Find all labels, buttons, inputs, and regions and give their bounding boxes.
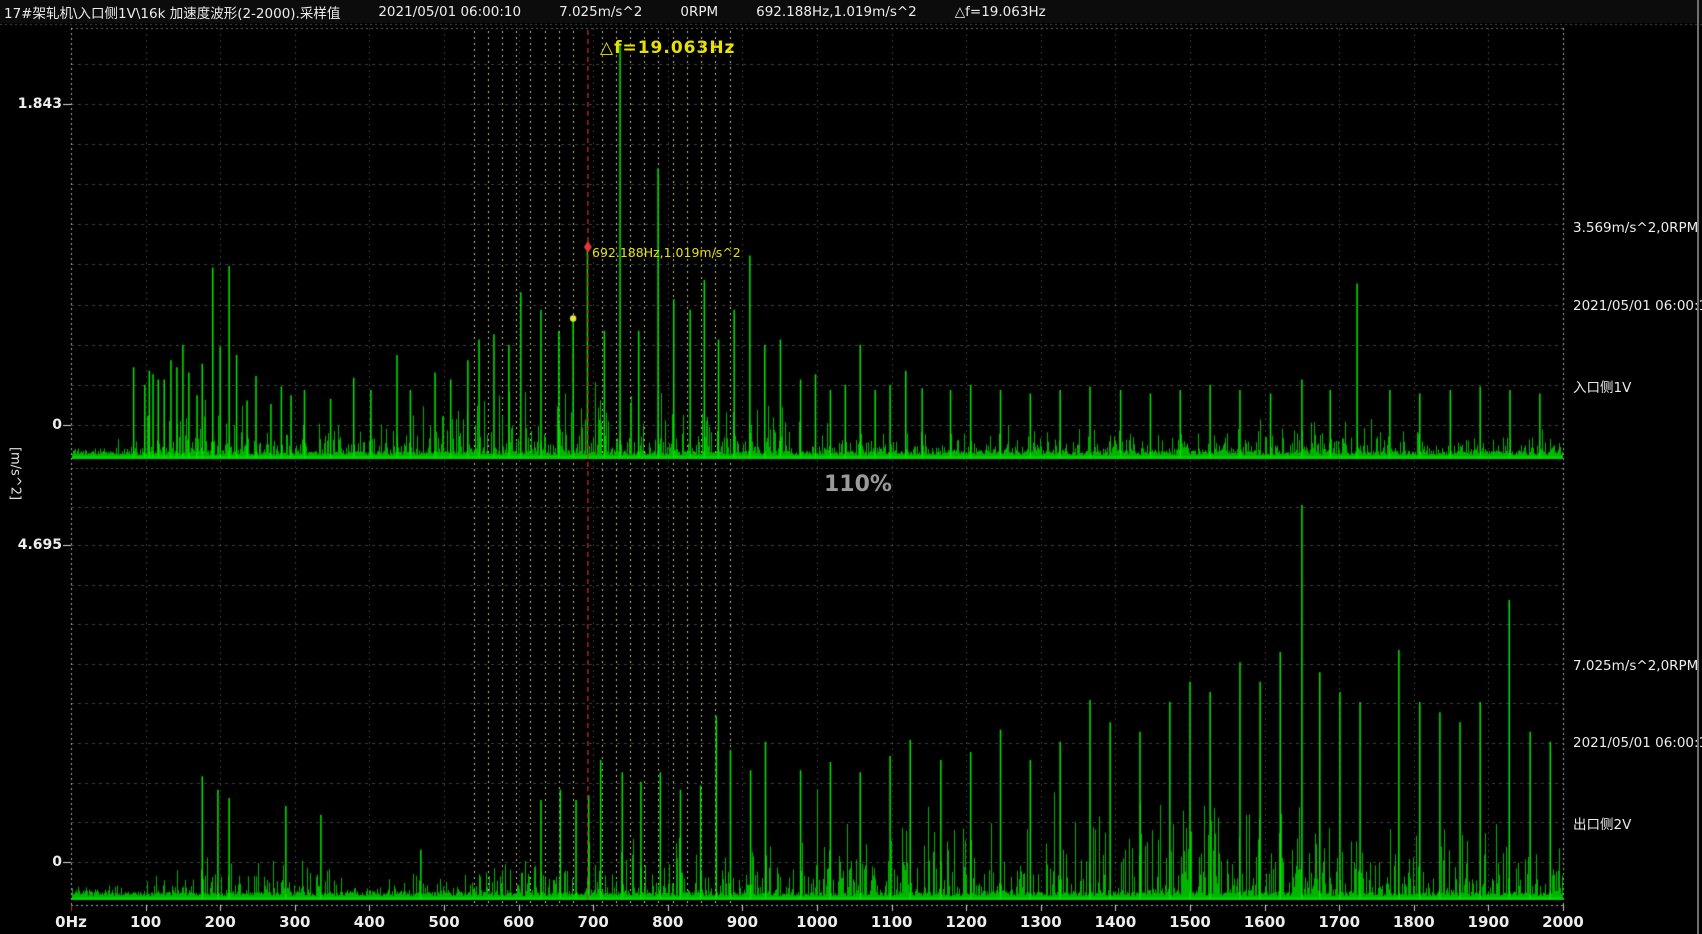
x-tick-label: 1800 xyxy=(1392,913,1435,931)
y-axis-unit-label: [m/s^2] xyxy=(7,446,23,501)
header-rpm: 0RPM xyxy=(680,3,719,20)
plot-info-label: 入口侧1V xyxy=(1573,380,1632,396)
header-datetime: 2021/05/01 06:00:10 xyxy=(378,3,522,20)
y-tick-label: 0 xyxy=(52,417,62,433)
header-marker-readout: 692.188Hz,1.019m/s^2 xyxy=(756,3,917,20)
x-tick-label: 1500 xyxy=(1169,913,1211,931)
marker-readout-annotation: 692.188Hz,1.019m/s^2 xyxy=(592,245,741,260)
x-tick-label: 400 xyxy=(353,913,386,931)
x-tick-label: 1700 xyxy=(1318,913,1361,931)
x-tick-label: 700 xyxy=(577,913,609,931)
plot-info-label: 2021/05/01 06:00:10 xyxy=(1573,298,1702,314)
x-tick-label: 2000 xyxy=(1542,913,1584,931)
x-tick-label: 1300 xyxy=(1019,913,1062,931)
x-tick-label: 100 xyxy=(129,913,162,931)
x-tick-label: 900 xyxy=(726,913,759,931)
x-tick-label: 1200 xyxy=(945,913,988,931)
x-tick-label: 500 xyxy=(428,913,460,931)
plot-info-label: 3.569m/s^2,0RPM xyxy=(1573,220,1699,236)
window-right-edge xyxy=(1697,0,1699,934)
x-tick-label: 300 xyxy=(279,913,311,931)
x-tick-label: 0Hz xyxy=(55,913,87,931)
y-tick-label: 0 xyxy=(52,854,62,870)
header-bar: 17#架轧机\入口侧1V\16k 加速度波形(2-2000).采样值 2021/… xyxy=(0,0,1702,23)
plot-info-label: 出口侧2V xyxy=(1573,817,1632,833)
x-tick-label: 800 xyxy=(652,913,684,931)
delta-f-annotation: △f=19.063Hz xyxy=(600,38,736,58)
x-tick-label: 1000 xyxy=(796,913,838,931)
x-tick-label: 1600 xyxy=(1243,913,1286,931)
x-tick-label: 200 xyxy=(204,913,236,931)
channel-path-title: 17#架轧机\入口侧1V\16k 加速度波形(2-2000).采样值 xyxy=(4,5,341,22)
zoom-level-label: 110% xyxy=(824,472,892,497)
header-delta-f: △f=19.063Hz xyxy=(954,3,1046,20)
header-peak-value: 7.025m/s^2 xyxy=(559,3,643,20)
x-tick-label: 1100 xyxy=(870,913,913,931)
x-tick-label: 1900 xyxy=(1467,913,1510,931)
x-tick-label: 600 xyxy=(502,913,535,931)
y-tick-label: 4.695 xyxy=(17,537,62,553)
plot-info-label: 2021/05/01 06:00:10 xyxy=(1573,735,1702,751)
x-tick-label: 1400 xyxy=(1094,913,1137,931)
y-tick-label: 1.843 xyxy=(17,96,62,112)
plot-info-label: 7.025m/s^2,0RPM xyxy=(1573,658,1699,674)
